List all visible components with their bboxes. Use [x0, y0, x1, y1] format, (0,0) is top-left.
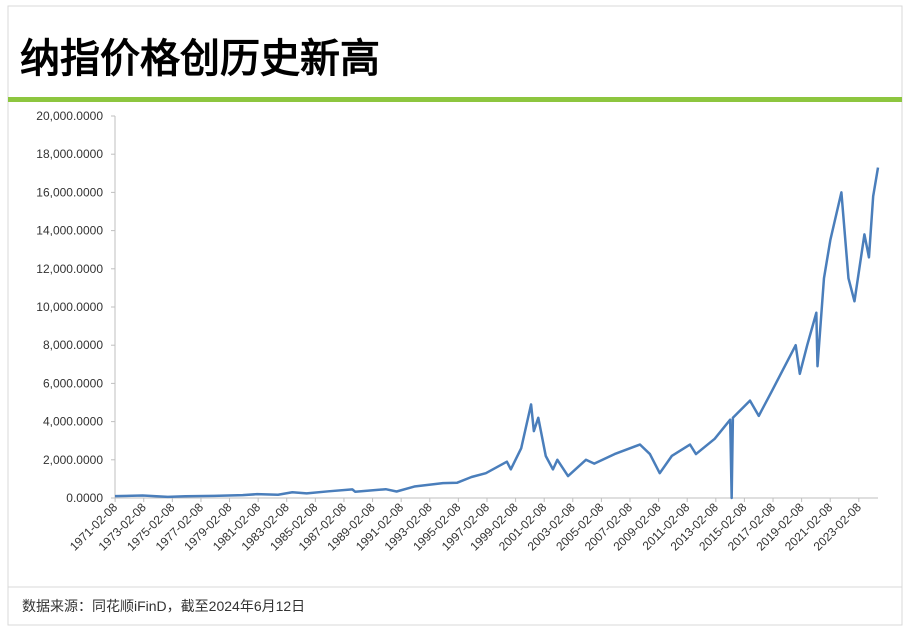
title-rule: [8, 97, 902, 102]
frame: [7, 5, 903, 626]
source-note: 数据来源：同花顺iFinD，截至2024年6月12日: [22, 598, 305, 614]
y-tick-label: 14,000.0000: [36, 224, 103, 238]
y-tick-label: 10,000.0000: [36, 300, 103, 314]
chart-title: 纳指价格创历史新高: [20, 37, 380, 81]
y-tick-label: 20,000.0000: [36, 109, 103, 123]
y-tick-label: 6,000.0000: [43, 376, 103, 390]
y-tick-label: 0.0000: [66, 491, 103, 505]
y-tick-label: 18,000.0000: [36, 147, 103, 161]
y-tick-label: 12,000.0000: [36, 262, 103, 276]
price-line: [114, 167, 880, 500]
y-tick-label: 2,000.0000: [43, 453, 103, 467]
y-tick-label: 8,000.0000: [43, 338, 103, 352]
y-tick-label: 4,000.0000: [43, 415, 103, 429]
y-tick-label: 16,000.0000: [36, 185, 103, 199]
